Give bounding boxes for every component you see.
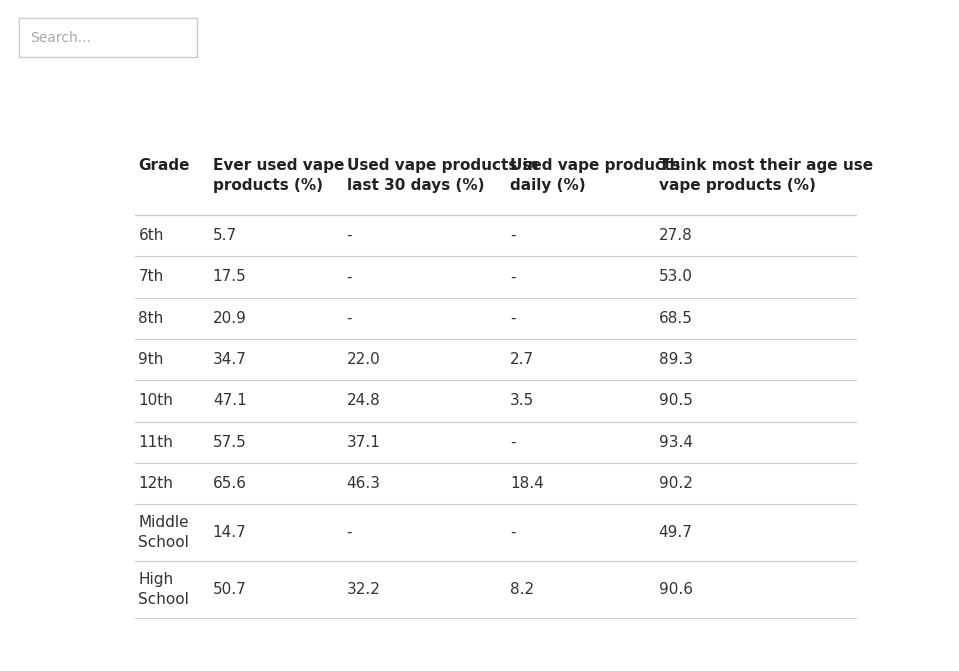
Text: 11th: 11th [138,435,174,450]
Text: 90.2: 90.2 [659,476,692,491]
Text: 12th: 12th [138,476,174,491]
Text: -: - [346,311,352,325]
Text: 50.7: 50.7 [213,582,246,597]
Text: 32.2: 32.2 [346,582,381,597]
Text: -: - [346,228,352,243]
Text: 6th: 6th [138,228,164,243]
Text: 90.5: 90.5 [659,393,692,409]
Text: 20.9: 20.9 [213,311,246,325]
Text: -: - [346,269,352,285]
Text: -: - [510,228,516,243]
Text: 8.2: 8.2 [510,582,534,597]
Text: 27.8: 27.8 [659,228,692,243]
Text: -: - [510,525,516,540]
Text: 49.7: 49.7 [659,525,692,540]
Text: 7th: 7th [138,269,164,285]
Text: Think most their age use
vape products (%): Think most their age use vape products (… [659,158,873,193]
Text: 68.5: 68.5 [659,311,692,325]
Text: 53.0: 53.0 [659,269,692,285]
Text: High
School: High School [138,572,189,607]
Text: Used vape products
daily (%): Used vape products daily (%) [510,158,681,193]
Text: 3.5: 3.5 [510,393,534,409]
Text: -: - [346,525,352,540]
Text: -: - [510,269,516,285]
Text: 90.6: 90.6 [659,582,692,597]
Text: Ever used vape
products (%): Ever used vape products (%) [213,158,344,193]
Text: 8th: 8th [138,311,164,325]
Text: 37.1: 37.1 [346,435,381,450]
Text: 10th: 10th [138,393,174,409]
Text: -: - [510,435,516,450]
Text: 2.7: 2.7 [510,352,534,367]
Text: Used vape products in
last 30 days (%): Used vape products in last 30 days (%) [346,158,538,193]
Text: 14.7: 14.7 [213,525,246,540]
Text: 89.3: 89.3 [659,352,692,367]
Text: 47.1: 47.1 [213,393,246,409]
Text: -: - [510,311,516,325]
Text: 65.6: 65.6 [213,476,246,491]
Text: 46.3: 46.3 [346,476,381,491]
Text: 93.4: 93.4 [659,435,692,450]
Text: 18.4: 18.4 [510,476,544,491]
Text: Middle
School: Middle School [138,515,189,550]
Text: Grade: Grade [138,158,190,173]
Text: 34.7: 34.7 [213,352,246,367]
Text: 24.8: 24.8 [346,393,381,409]
Text: 9th: 9th [138,352,164,367]
Text: 5.7: 5.7 [213,228,237,243]
Text: 57.5: 57.5 [213,435,246,450]
Text: 17.5: 17.5 [213,269,246,285]
Text: 22.0: 22.0 [346,352,381,367]
Text: Search...: Search... [30,31,91,44]
